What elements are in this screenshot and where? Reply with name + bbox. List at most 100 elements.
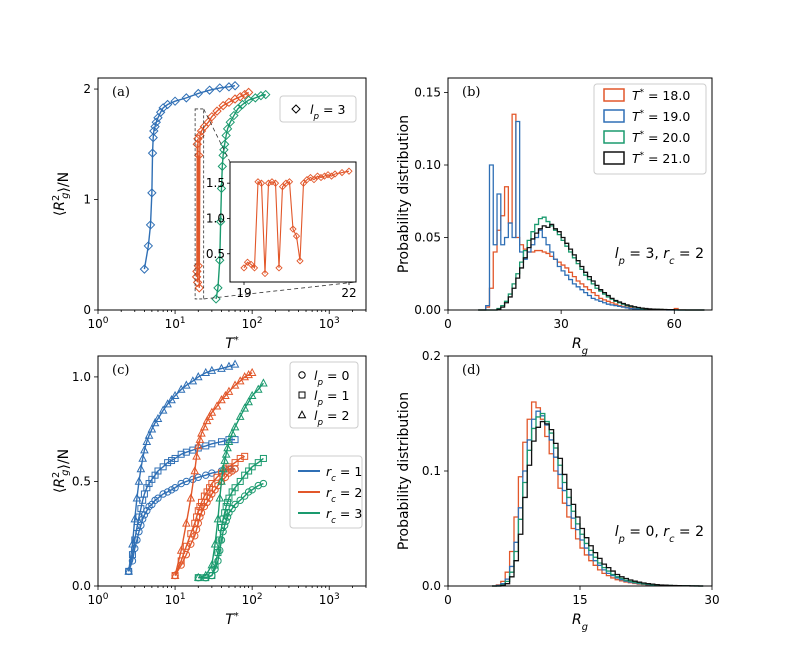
data-point: [202, 415, 212, 425]
data-point: [216, 536, 224, 544]
x-tick-label: 0: [444, 317, 452, 331]
inset-point: [278, 183, 287, 191]
data-point: [216, 183, 227, 194]
data-point: [201, 570, 211, 579]
data-point: [213, 473, 221, 481]
data-point: [193, 572, 203, 581]
data-point: [143, 241, 154, 251]
zoom-connector-top: [203, 108, 231, 163]
inset-point: [338, 168, 346, 177]
data-point: [214, 549, 222, 557]
inset-point: [317, 173, 325, 182]
data-point: [217, 161, 228, 172]
data-point: [248, 463, 256, 471]
legend-box: [289, 455, 363, 529]
data-point: [224, 436, 234, 446]
y-tick-label: 0.15: [414, 86, 441, 100]
legend-entry: T* = 21.0: [632, 151, 690, 166]
x-tick-label: 102: [242, 592, 263, 607]
inset-point: [306, 173, 315, 182]
data-point: [192, 139, 202, 149]
inset-point: [268, 178, 276, 186]
x-tick-label: 100: [87, 592, 108, 607]
data-point: [240, 403, 250, 412]
data-point: [219, 145, 229, 155]
data-point: [176, 384, 186, 393]
legend-c-colors: rc = 1rc = 2rc = 3: [289, 455, 363, 529]
data-point: [247, 367, 257, 377]
data-point: [186, 493, 196, 502]
data-point: [235, 92, 245, 102]
inset-point: [264, 179, 273, 187]
y-tick-label: 0.10: [414, 158, 441, 172]
data-point: [177, 450, 185, 458]
data-point: [192, 451, 201, 460]
legend-swatch: [603, 109, 625, 123]
data-point: [182, 542, 190, 550]
data-point: [206, 484, 214, 492]
legend-marker-circle: [298, 371, 306, 379]
panel-label: (c): [112, 363, 129, 378]
data-point: [220, 455, 230, 464]
x-tick-label: 0: [444, 593, 452, 607]
data-point: [240, 492, 249, 500]
data-point: [170, 390, 180, 400]
x-tick-label: 60: [667, 317, 682, 331]
data-point: [193, 88, 203, 99]
data-point: [259, 454, 267, 462]
data-point: [140, 445, 149, 454]
data-point: [244, 369, 253, 379]
data-point: [224, 361, 234, 370]
legend-swatch: [603, 130, 625, 144]
inset-x-tick-label: 19: [236, 286, 251, 300]
data-point: [147, 424, 157, 433]
x-tick-label: 30: [554, 317, 569, 331]
data-point: [208, 572, 216, 580]
data-point: [233, 104, 243, 114]
inset-point: [243, 258, 252, 266]
plot-area: [124, 359, 268, 582]
x-tick-label: 102: [242, 316, 263, 331]
zoom-box: [194, 108, 205, 300]
data-point: [192, 266, 202, 277]
data-point: [138, 515, 147, 523]
data-point: [207, 111, 217, 122]
data-point: [144, 430, 154, 439]
data-point: [225, 117, 235, 127]
inset-y-tick-label: 1.5: [206, 176, 225, 190]
data-point: [182, 477, 191, 486]
data-point: [162, 99, 173, 110]
data-point: [200, 422, 209, 431]
data-point: [221, 449, 231, 458]
x-axis-label: T*: [225, 611, 239, 629]
data-point: [158, 405, 168, 414]
x-tick-label: 100: [87, 316, 108, 331]
panel-label: (b): [462, 85, 480, 100]
data-point: [216, 546, 224, 555]
series-line-rc-3-lp-2: [198, 382, 264, 579]
data-point: [168, 457, 176, 465]
data-point: [204, 85, 215, 95]
data-point: [208, 440, 216, 448]
inset-point: [345, 167, 353, 175]
x-axis-label: T*: [225, 335, 239, 353]
data-point: [212, 106, 222, 116]
data-point: [139, 264, 150, 274]
data-point: [223, 443, 232, 452]
inset-x-tick-label: 22: [341, 286, 356, 300]
inset-point: [261, 269, 269, 278]
inset-point: [296, 257, 304, 265]
hist-step-T-21-0: [492, 420, 704, 587]
data-point: [190, 466, 200, 475]
data-point: [243, 95, 254, 105]
data-point: [137, 505, 145, 513]
data-point: [191, 272, 202, 282]
legend-swatch: [603, 151, 625, 165]
data-point: [159, 490, 167, 498]
series-line-rc-2-lp-0: [174, 468, 236, 576]
legend-b: T* = 18.0 T* = 19.0 T* = 20.0 T* = 21.0: [593, 83, 707, 175]
data-point: [230, 81, 240, 91]
data-point: [154, 494, 162, 502]
data-point: [235, 411, 245, 420]
data-point: [218, 464, 228, 473]
